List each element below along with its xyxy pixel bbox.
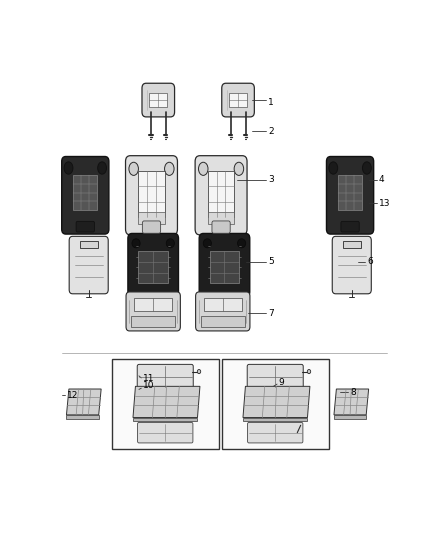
Ellipse shape <box>166 239 174 248</box>
FancyBboxPatch shape <box>212 221 230 233</box>
FancyBboxPatch shape <box>126 292 180 331</box>
Polygon shape <box>243 417 307 421</box>
Polygon shape <box>133 386 200 417</box>
Bar <box>138 171 165 217</box>
FancyBboxPatch shape <box>341 221 359 232</box>
Ellipse shape <box>64 162 73 174</box>
Bar <box>222 359 328 449</box>
Polygon shape <box>67 389 101 415</box>
FancyBboxPatch shape <box>195 156 247 235</box>
Bar <box>204 297 242 311</box>
Text: 12: 12 <box>67 391 78 400</box>
FancyBboxPatch shape <box>137 365 193 389</box>
Bar <box>80 241 98 248</box>
Circle shape <box>307 369 311 374</box>
Polygon shape <box>133 417 198 421</box>
Ellipse shape <box>203 239 212 248</box>
Bar <box>134 297 172 311</box>
Ellipse shape <box>132 239 140 248</box>
Bar <box>73 175 97 210</box>
FancyBboxPatch shape <box>76 221 95 232</box>
Ellipse shape <box>98 162 106 174</box>
Text: 5: 5 <box>268 257 274 266</box>
FancyBboxPatch shape <box>69 236 108 294</box>
Ellipse shape <box>363 162 371 174</box>
FancyBboxPatch shape <box>196 292 250 331</box>
Text: 4: 4 <box>379 175 385 184</box>
Ellipse shape <box>237 239 246 248</box>
FancyBboxPatch shape <box>62 157 109 234</box>
Polygon shape <box>334 389 369 415</box>
Ellipse shape <box>165 162 174 175</box>
Bar <box>138 212 165 224</box>
Bar <box>131 316 175 327</box>
Bar <box>343 241 360 248</box>
FancyBboxPatch shape <box>142 221 161 233</box>
Ellipse shape <box>234 162 244 175</box>
Bar <box>210 251 239 283</box>
Ellipse shape <box>129 162 138 175</box>
Bar <box>338 175 362 210</box>
FancyBboxPatch shape <box>138 423 193 443</box>
Text: 9: 9 <box>279 378 285 387</box>
Text: 8: 8 <box>350 388 356 397</box>
Text: 11: 11 <box>143 374 155 383</box>
Ellipse shape <box>198 162 208 175</box>
Text: 3: 3 <box>268 175 274 184</box>
Text: 1: 1 <box>268 98 274 107</box>
FancyBboxPatch shape <box>247 423 303 443</box>
Text: 10: 10 <box>143 381 155 390</box>
FancyBboxPatch shape <box>128 233 178 297</box>
Bar <box>208 212 234 224</box>
Text: 2: 2 <box>268 127 274 136</box>
Text: 13: 13 <box>379 199 390 208</box>
FancyBboxPatch shape <box>332 236 371 294</box>
FancyBboxPatch shape <box>199 233 250 297</box>
Ellipse shape <box>329 162 338 174</box>
Polygon shape <box>334 415 366 418</box>
Bar <box>149 93 167 107</box>
Bar <box>229 93 247 107</box>
FancyBboxPatch shape <box>222 83 254 117</box>
Bar <box>138 251 168 283</box>
Text: 6: 6 <box>367 257 373 266</box>
Polygon shape <box>243 386 310 417</box>
FancyBboxPatch shape <box>142 83 175 117</box>
Bar <box>208 171 234 217</box>
FancyBboxPatch shape <box>247 365 303 389</box>
Text: 7: 7 <box>268 309 274 318</box>
FancyBboxPatch shape <box>126 156 177 235</box>
FancyBboxPatch shape <box>326 157 374 234</box>
Polygon shape <box>67 415 99 418</box>
Bar <box>112 359 219 449</box>
Circle shape <box>197 369 201 374</box>
Bar <box>201 316 245 327</box>
